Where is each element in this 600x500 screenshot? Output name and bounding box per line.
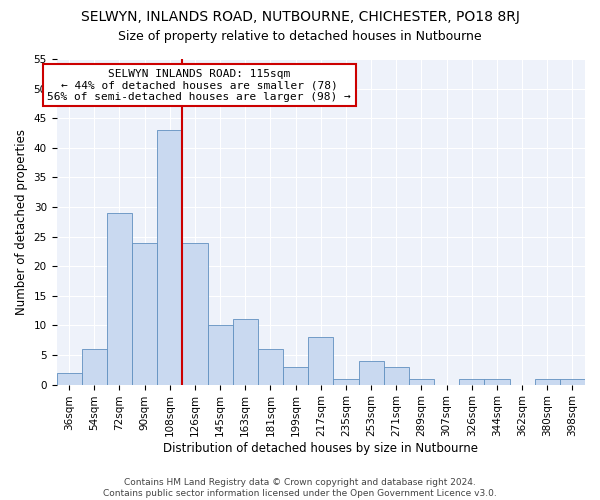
Text: SELWYN INLANDS ROAD: 115sqm
← 44% of detached houses are smaller (78)
56% of sem: SELWYN INLANDS ROAD: 115sqm ← 44% of det… — [47, 69, 351, 102]
Bar — [459, 378, 484, 384]
X-axis label: Distribution of detached houses by size in Nutbourne: Distribution of detached houses by size … — [163, 442, 478, 455]
Bar — [107, 213, 132, 384]
Bar — [308, 337, 334, 384]
Bar — [82, 349, 107, 384]
Bar — [409, 378, 434, 384]
Bar — [233, 320, 258, 384]
Bar — [132, 242, 157, 384]
Bar — [182, 242, 208, 384]
Bar — [334, 378, 359, 384]
Bar — [535, 378, 560, 384]
Bar — [283, 367, 308, 384]
Bar — [484, 378, 509, 384]
Bar — [560, 378, 585, 384]
Text: Contains HM Land Registry data © Crown copyright and database right 2024.
Contai: Contains HM Land Registry data © Crown c… — [103, 478, 497, 498]
Bar — [208, 326, 233, 384]
Bar — [383, 367, 409, 384]
Bar — [56, 373, 82, 384]
Text: Size of property relative to detached houses in Nutbourne: Size of property relative to detached ho… — [118, 30, 482, 43]
Text: SELWYN, INLANDS ROAD, NUTBOURNE, CHICHESTER, PO18 8RJ: SELWYN, INLANDS ROAD, NUTBOURNE, CHICHES… — [80, 10, 520, 24]
Bar — [359, 361, 383, 384]
Y-axis label: Number of detached properties: Number of detached properties — [15, 129, 28, 315]
Bar — [258, 349, 283, 384]
Bar — [157, 130, 182, 384]
